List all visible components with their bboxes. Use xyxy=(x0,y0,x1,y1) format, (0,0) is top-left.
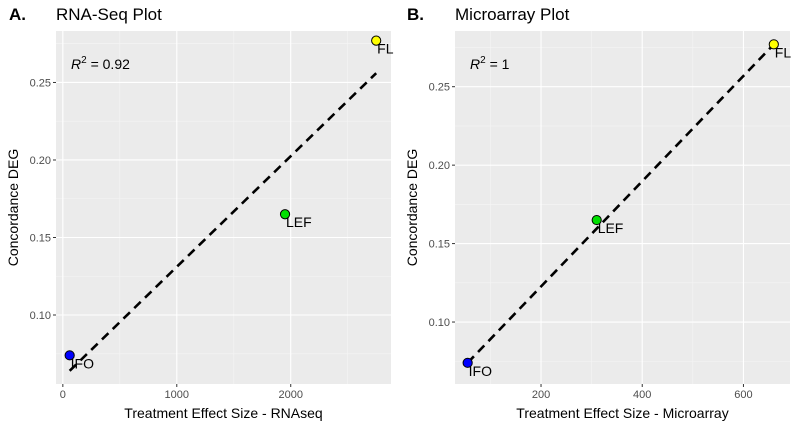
r-squared-symbol: R xyxy=(470,56,480,72)
x-tick-label: 200 xyxy=(532,389,550,401)
x-tick-label: 2000 xyxy=(278,389,302,401)
data-point-lef xyxy=(279,209,291,220)
data-point-label-ifo: IFO xyxy=(469,363,492,379)
data-point-label-fl: FL xyxy=(377,41,394,57)
y-axis-title: Concordance DEG xyxy=(5,149,21,267)
data-point-label-ifo: IFO xyxy=(71,355,94,371)
r-squared-power: 2 xyxy=(480,55,486,66)
y-tick-label: 0.10 xyxy=(429,317,450,329)
data-point-label-fl: FL xyxy=(775,44,792,60)
plot-background xyxy=(455,31,790,384)
y-tick-label: 0.15 xyxy=(30,232,51,244)
y-tick-label: 0.10 xyxy=(30,310,51,322)
chart-title: RNA-Seq Plot xyxy=(56,5,162,24)
data-point-ifo xyxy=(462,357,473,368)
data-point-lef xyxy=(591,214,602,226)
data-point-label-lef: LEF xyxy=(598,220,624,236)
x-tick-label: 0 xyxy=(60,389,66,401)
panel-letter: B. xyxy=(407,5,424,24)
y-tick-label: 0.25 xyxy=(30,77,51,89)
panel-b: B. Microarray Plot 200 400 600 0.10 0.15 0.20 0.… xyxy=(404,5,791,421)
plot-background xyxy=(56,31,391,384)
r-squared-value: = 0.92 xyxy=(87,56,130,72)
y-tick-label: 0.15 xyxy=(429,239,450,251)
y-axis-title: Concordance DEG xyxy=(404,149,420,267)
panel-a: A. RNA-Seq Plot 0 1000 2000 0.10 0.15 0.20 0.25 T… xyxy=(5,5,394,421)
data-point-fl xyxy=(371,35,382,46)
x-tick-label: 1000 xyxy=(165,389,189,401)
r-squared-power: 2 xyxy=(81,55,87,66)
data-point-fl xyxy=(768,39,779,50)
panel-letter: A. xyxy=(9,5,26,24)
x-tick-label: 600 xyxy=(734,389,752,401)
y-tick-label: 0.25 xyxy=(429,82,450,94)
x-axis-title: Treatment Effect Size - Microarray xyxy=(516,405,728,421)
x-axis-title: Treatment Effect Size - RNAseq xyxy=(124,405,322,421)
chart-title: Microarray Plot xyxy=(455,5,570,24)
x-tick-label: 400 xyxy=(633,389,651,401)
y-tick-label: 0.20 xyxy=(429,160,450,172)
r-squared-annotation: R2 = 0.92 xyxy=(71,55,130,72)
r-squared-annotation: R2 = 1 xyxy=(470,55,510,72)
r-squared-value: = 1 xyxy=(486,56,510,72)
r-squared-symbol: R xyxy=(71,56,81,72)
data-point-ifo xyxy=(64,350,75,361)
trend-line xyxy=(68,72,378,372)
data-point-label-lef: LEF xyxy=(286,214,312,230)
trend-line xyxy=(466,43,775,364)
y-tick-label: 0.20 xyxy=(30,155,51,167)
